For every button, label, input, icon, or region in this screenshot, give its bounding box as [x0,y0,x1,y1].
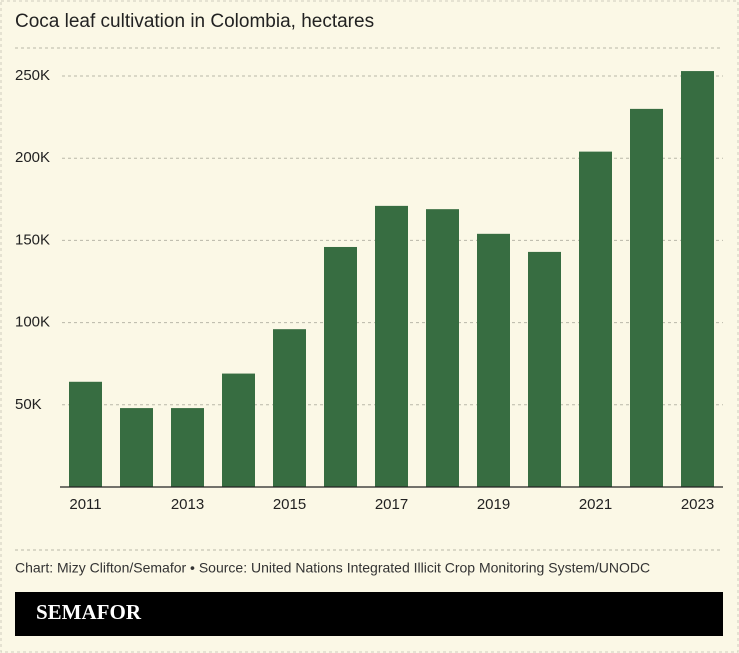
x-tick-label: 2017 [375,496,408,513]
bar [681,71,714,488]
bar [630,108,663,487]
brand-bar [15,592,723,636]
x-tick-label: 2021 [579,496,612,513]
x-tick-label: 2013 [171,496,204,513]
bar [324,246,357,487]
bar [477,233,510,487]
source: Chart: Mizy Clifton/Semafor • Source: Un… [15,560,650,576]
bar [528,251,561,487]
bar [120,408,153,487]
bar [426,209,459,487]
bar [222,373,255,487]
bar [579,151,612,487]
x-tick-label: 2023 [681,496,714,513]
bar [171,408,204,487]
y-tick-label: 50K [15,396,42,413]
y-tick-label: 250K [15,67,50,84]
y-tick-label: 150K [15,231,50,248]
bar [375,205,408,487]
x-tick-label: 2019 [477,496,510,513]
chart-title: Coca leaf cultivation in Colombia, hecta… [15,11,374,32]
bar [273,329,306,487]
brand: SEMAFOR [36,600,142,624]
x-tick-label: 2015 [273,496,306,513]
y-tick-label: 200K [15,149,50,166]
bar [69,381,102,487]
y-tick-label: 100K [15,314,50,331]
x-tick-label: 2011 [69,496,101,513]
